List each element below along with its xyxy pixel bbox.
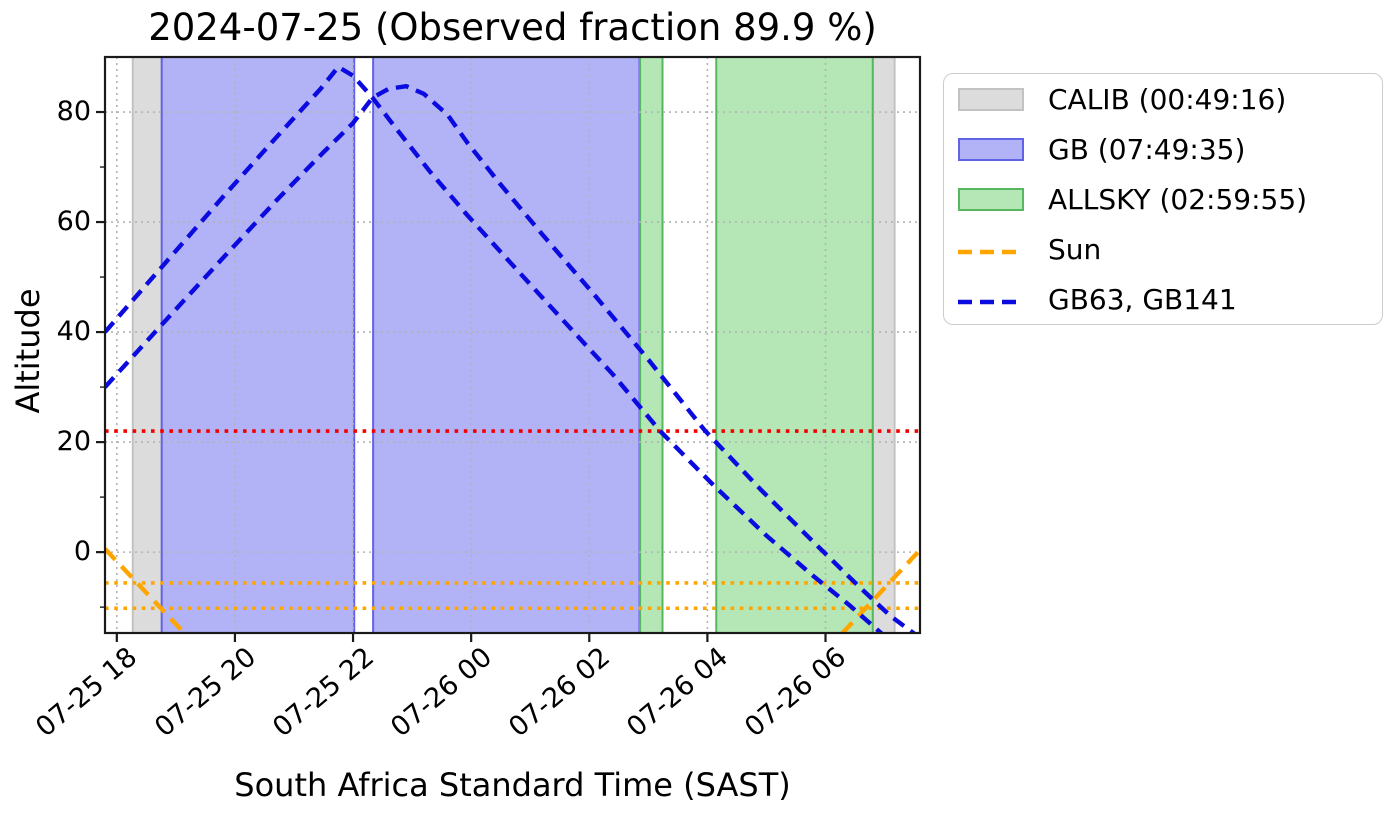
y-tick-label: 80 [56, 96, 91, 127]
legend-label: CALIB (00:49:16) [1048, 82, 1287, 116]
x-axis-label: South Africa Standard Time (SAST) [234, 766, 791, 804]
y-axis-label: Altitude [9, 288, 47, 414]
legend-swatch [958, 87, 1024, 111]
legend-item: GB63, GB141 [958, 274, 1237, 324]
y-tick-label: 40 [56, 316, 91, 348]
y-tick-label: 0 [73, 536, 91, 568]
legend: CALIB (00:49:16) GB (07:49:35) ALLSKY (02:… [943, 73, 1383, 325]
legend-swatch [958, 187, 1024, 211]
band-allsky [639, 57, 874, 633]
legend-label: ALLSKY (02:59:55) [1048, 182, 1308, 216]
legend-dash-sample [958, 293, 1024, 305]
legend-swatch [958, 137, 1024, 161]
legend-item: GB (07:49:35) [958, 124, 1245, 174]
legend-item: Sun [958, 224, 1101, 274]
y-tick-label: 60 [56, 206, 91, 238]
legend-label: GB63, GB141 [1048, 282, 1237, 316]
plot-title: 2024-07-25 (Observed fraction 89.9 %) [148, 6, 877, 49]
band-gb [160, 57, 641, 633]
legend-item: ALLSKY (02:59:55) [958, 174, 1307, 224]
tick-marks [96, 110, 827, 642]
curve-gb63 [105, 64, 884, 633]
legend-label: GB (07:49:35) [1048, 132, 1246, 166]
legend-dash-sample [958, 243, 1024, 255]
sun-track [105, 547, 920, 633]
y-tick-label: 20 [56, 426, 91, 458]
legend-item: CALIB (00:49:16) [958, 74, 1286, 124]
band-calib [131, 57, 896, 633]
legend-label: Sun [1048, 232, 1102, 266]
axes-frame [103, 55, 922, 635]
